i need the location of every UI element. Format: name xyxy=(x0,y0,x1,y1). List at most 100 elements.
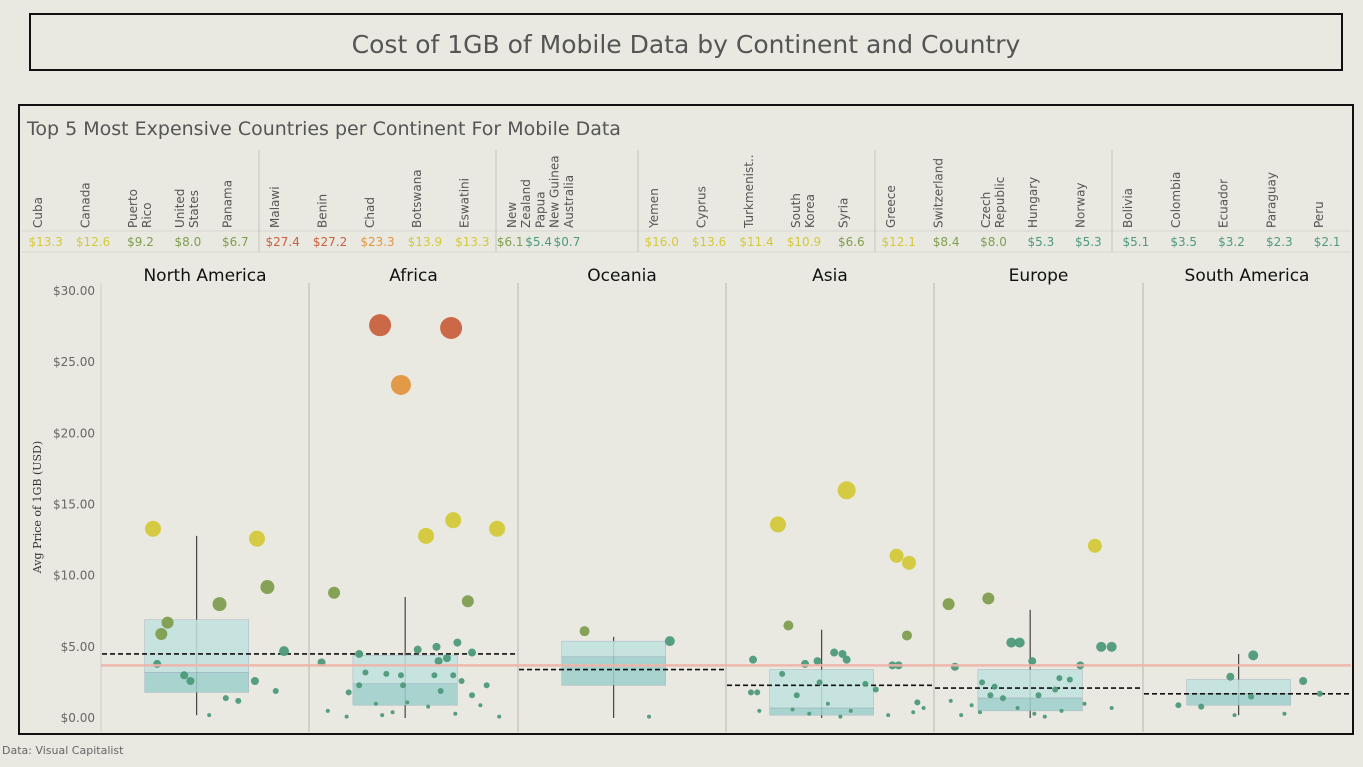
top5-country-line: Puerto xyxy=(126,189,140,228)
top5-price: $9.2 xyxy=(127,235,154,249)
top5-price: $5.4 xyxy=(525,235,552,249)
panel-europe: Europe Greece $12.1 Switzerland $8.4 CzechRep… xyxy=(882,158,1142,719)
data-point xyxy=(999,695,1006,702)
top5-country-name: CzechRepublic xyxy=(979,177,1007,228)
data-point xyxy=(1248,650,1259,661)
top5-country-name: PapuaNew Guinea xyxy=(533,155,561,228)
data-point xyxy=(830,648,839,657)
data-point xyxy=(207,713,212,718)
data-point xyxy=(754,689,761,696)
top5-price: $5.1 xyxy=(1123,235,1150,249)
box-lower xyxy=(144,672,249,693)
data-point xyxy=(442,654,451,663)
data-point xyxy=(356,682,363,689)
continent-label: Asia xyxy=(812,266,848,286)
top5-price: $13.9 xyxy=(408,235,442,249)
top5-country-name: PuertoRico xyxy=(126,189,154,228)
data-point xyxy=(1066,676,1073,683)
top5-country-line: Bolivia xyxy=(1121,188,1135,228)
y-tick-label: $5.00 xyxy=(61,640,95,654)
top5-country-line: United xyxy=(173,189,187,228)
data-point xyxy=(235,697,242,704)
top5-country-name: SouthKorea xyxy=(789,193,817,228)
data-point xyxy=(979,679,986,686)
box-lower xyxy=(769,707,874,716)
data-point xyxy=(977,710,982,715)
data-point xyxy=(747,689,754,696)
data-point xyxy=(1096,641,1107,652)
box-lower xyxy=(977,697,1083,712)
data-point xyxy=(579,626,590,637)
top5-country-line: Syria xyxy=(837,198,851,228)
data-point xyxy=(405,700,410,705)
data-point xyxy=(180,671,189,680)
data-point xyxy=(478,703,483,708)
chart-subtitle: Top 5 Most Expensive Countries per Conti… xyxy=(27,118,621,140)
top5-country-line: New Guinea xyxy=(547,155,561,228)
top5-country-line: Colombia xyxy=(1169,172,1183,228)
data-point xyxy=(380,713,385,718)
box-upper xyxy=(769,669,874,709)
top5-country-name: Australia xyxy=(562,175,576,228)
data-point xyxy=(838,714,843,719)
data-point xyxy=(345,689,352,696)
y-tick-label: $25.00 xyxy=(53,355,95,369)
top5-country-line: Switzerland xyxy=(931,158,945,228)
data-point xyxy=(1035,692,1042,699)
top5-country-name: NewZealand xyxy=(505,179,533,228)
data-point xyxy=(948,698,953,703)
data-point xyxy=(889,548,904,563)
data-point xyxy=(344,714,349,719)
data-point xyxy=(272,687,279,694)
top5-country-line: Peru xyxy=(1312,201,1326,228)
top5-country-name: Colombia xyxy=(1169,172,1183,228)
data-point xyxy=(801,659,810,668)
data-point xyxy=(383,670,390,677)
data-point xyxy=(921,706,926,711)
chart-frame xyxy=(18,104,1354,735)
top5-price: $3.2 xyxy=(1218,235,1245,249)
y-axis-label: Avg Price of 1GB (USD) xyxy=(31,441,44,574)
top5-country-line: Botswana xyxy=(410,169,424,228)
top5-price: $27.2 xyxy=(313,235,347,249)
top5-price: $5.3 xyxy=(1075,235,1102,249)
data-point xyxy=(461,595,474,608)
data-point xyxy=(862,680,869,687)
data-point xyxy=(1042,714,1047,719)
data-point xyxy=(901,630,912,641)
top5-country-name: Greece xyxy=(884,185,898,228)
data-point xyxy=(783,620,794,631)
top5-price: $23.3 xyxy=(360,235,394,249)
top5-country-name: Eswatini xyxy=(458,178,472,228)
top5-country-line: Rico xyxy=(140,202,154,228)
top5-country-line: Ecuador xyxy=(1217,179,1231,228)
data-point xyxy=(1015,706,1020,711)
top5-price: $11.4 xyxy=(739,235,773,249)
top5-country-name: Benin xyxy=(315,194,329,228)
data-point xyxy=(1282,711,1287,716)
data-point xyxy=(222,695,229,702)
top5-country-name: Cuba xyxy=(31,197,45,228)
top5-country-name: Chad xyxy=(363,197,377,228)
data-point xyxy=(911,710,916,715)
data-point xyxy=(1106,641,1117,652)
y-tick-label: $0.00 xyxy=(61,711,95,725)
top5-price: $6.7 xyxy=(222,235,249,249)
top5-price: $12.1 xyxy=(882,235,916,249)
data-point xyxy=(816,679,823,686)
top5-country-name: Switzerland xyxy=(931,158,945,228)
data-point xyxy=(982,592,995,605)
data-point xyxy=(1082,701,1087,706)
data-point xyxy=(872,686,879,693)
data-point xyxy=(373,701,378,706)
data-point xyxy=(400,682,407,689)
data-point xyxy=(664,636,675,647)
data-point xyxy=(837,481,856,500)
box-lower xyxy=(561,656,666,686)
continent-label: South America xyxy=(1185,266,1310,286)
top5-price: $3.5 xyxy=(1170,235,1197,249)
top5-price: $8.0 xyxy=(175,235,202,249)
data-point xyxy=(779,670,786,677)
box-upper xyxy=(561,640,666,658)
data-point xyxy=(325,708,330,713)
